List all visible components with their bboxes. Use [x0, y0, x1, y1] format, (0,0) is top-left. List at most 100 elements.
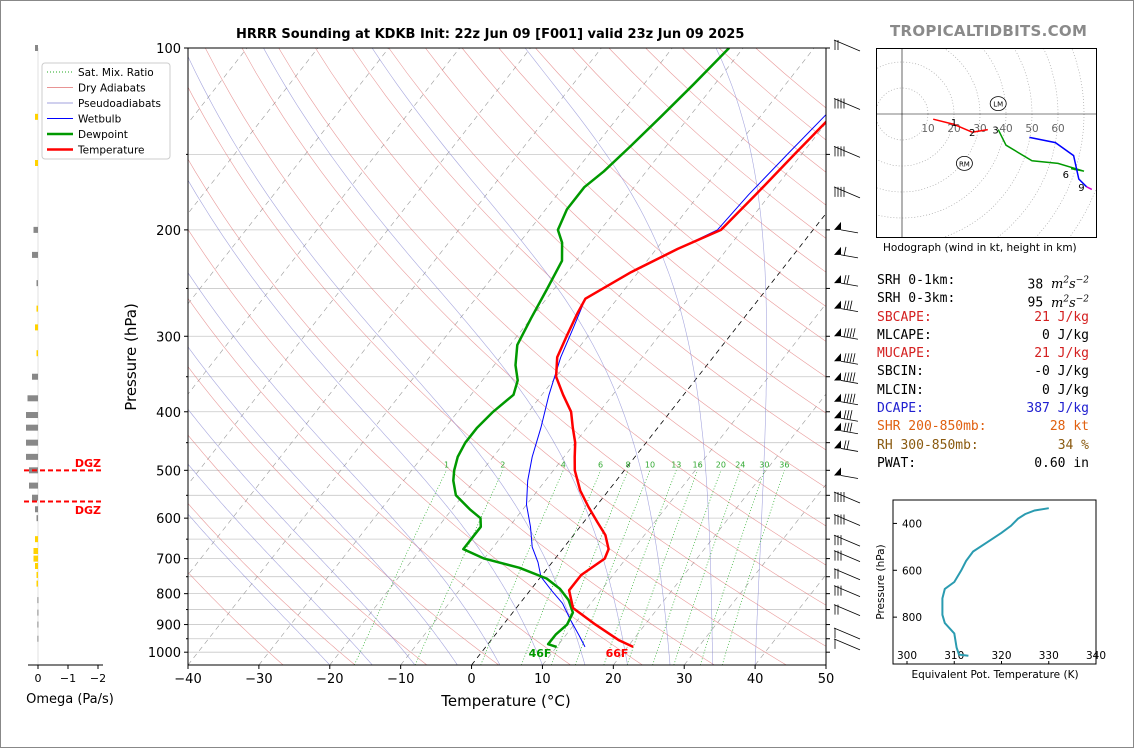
stat-value: 21 J/kg: [1034, 346, 1089, 362]
y-tick-label: 800: [156, 588, 181, 603]
stat-value: 387 J/kg: [1026, 401, 1089, 417]
omega-bar: [26, 453, 38, 460]
wind-barb-shaft: [833, 638, 861, 651]
omega-bar: [36, 571, 38, 578]
omega-bar: [35, 506, 38, 513]
wind-barb-pennant: [834, 328, 841, 337]
hodograph-ring: [939, 48, 1033, 238]
omega-bar: [37, 635, 39, 642]
omega-bar: [35, 113, 38, 120]
skewt-y-axis-label: Pressure (hPa): [122, 303, 140, 411]
wind-barb-feather: [843, 393, 847, 403]
wind-barb-shaft: [840, 401, 859, 406]
sounding-stats-panel: SRH 0-1km: 38 m2s−2 SRH 0-3km: 95 m2s−2 SBCA…: [877, 272, 1089, 473]
stat-value: 0.60 in: [1034, 455, 1089, 471]
wind-barb-pennant: [834, 393, 841, 402]
x-tick-label: 40: [747, 672, 764, 687]
pseudoadiabat-line: [188, 179, 543, 665]
legend-label-dry-adiabats: Dry Adiabats: [78, 83, 146, 95]
omega-bar: [36, 280, 38, 287]
x-tick-label: −30: [245, 672, 272, 687]
hodograph-marker-label: RM: [959, 160, 970, 168]
x-tick-label: −40: [174, 672, 201, 687]
omega-bar: [26, 439, 38, 446]
wind-barb-feather: [843, 353, 847, 363]
stat-row: MLCAPE: 0 J/kg: [877, 327, 1089, 345]
skewt-plot-frame: [187, 47, 827, 666]
x-tick-label: −10: [387, 672, 414, 687]
omega-tick-label: 0: [35, 672, 42, 685]
mixing-ratio-label: 20: [716, 460, 726, 469]
wind-barb-feather: [843, 422, 847, 432]
stat-label: SHR 200-850mb:: [877, 419, 987, 435]
wind-barb-shaft: [840, 254, 859, 259]
hodograph-ring: [876, 48, 1097, 238]
legend-label-temperature: Temperature: [77, 145, 145, 157]
stat-value: 95 m2s−2: [1027, 294, 1090, 311]
stat-value: 38 m2s−2: [1027, 276, 1090, 293]
wind-barb-shaft: [840, 448, 859, 452]
wind-barb-feather: [849, 422, 853, 432]
stat-row: SBCIN: -0 J/kg: [877, 363, 1089, 381]
stat-value: 0 J/kg: [1042, 382, 1089, 398]
omega-bar: [33, 226, 38, 233]
stat-row: DCAPE: 387 J/kg: [877, 400, 1089, 418]
wind-barb-feather: [843, 300, 847, 310]
wind-barb-feather: [852, 372, 856, 382]
wind-barb-shaft: [840, 308, 859, 313]
wind-barb-feather: [852, 328, 856, 338]
hodograph-height-label: 2: [969, 128, 975, 139]
hodograph-ring-label: 60: [1051, 123, 1064, 135]
omega-bar: [37, 597, 39, 604]
omega-bar: [35, 536, 38, 543]
wind-barb-feather: [849, 372, 853, 382]
wind-barb-feather: [849, 300, 853, 310]
y-tick-label: 600: [156, 512, 181, 527]
wind-barb-feather: [846, 440, 850, 450]
dry-adiabat-line: [188, 297, 571, 665]
wind-barb-feather: [843, 440, 847, 450]
pseudoadiabat-line: [188, 346, 458, 665]
y-tick-label: 700: [156, 553, 181, 568]
mixing-ratio-label: 6: [598, 460, 603, 469]
x-tick-label: 10: [534, 672, 551, 687]
omega-bar: [26, 424, 38, 431]
omega-tick-label: −1: [60, 672, 76, 685]
wind-barb-feather: [849, 353, 853, 363]
wind-barb-pennant: [834, 467, 841, 476]
dry-adiabat-line: [425, 48, 826, 414]
dry-adiabat-line: [278, 48, 826, 566]
isotherm-line: [613, 393, 826, 665]
hodograph-height-label: 1: [951, 118, 957, 129]
y-tick-label: 900: [156, 619, 181, 634]
stat-value: 28 kt: [1049, 419, 1089, 435]
stat-label: SBCAPE:: [877, 309, 932, 325]
stat-label: DCAPE:: [877, 401, 924, 417]
hodograph-frame: [876, 48, 1097, 238]
wind-barb-pennant: [834, 440, 841, 449]
hodograph-trace-segment: [972, 128, 988, 133]
omega-bar: [32, 494, 38, 501]
mixing-ratio-label: 24: [735, 460, 745, 469]
stat-row: RH 300-850mb: 34 %: [877, 437, 1089, 455]
wind-barb-pennant: [834, 300, 841, 309]
wind-barb-shaft: [840, 475, 859, 479]
mixing-ratio-line: [521, 470, 601, 665]
isotherm-line: [258, 48, 744, 665]
omega-tick-label: −2: [90, 672, 106, 685]
hodograph-height-label: 3: [992, 126, 998, 137]
hodograph-trace-segment: [933, 118, 973, 133]
wind-barb-feather: [849, 410, 853, 420]
mixing-ratio-line: [626, 470, 698, 665]
stat-value: -0 J/kg: [1034, 364, 1089, 380]
wind-barb-feather: [846, 410, 850, 420]
y-tick-label: 500: [156, 464, 181, 479]
mixing-ratio-label: 30: [759, 460, 769, 469]
stat-row: MUCAPE: 21 J/kg: [877, 345, 1089, 363]
stat-label: RH 300-850mb:: [877, 437, 979, 453]
wind-barb-pennant: [834, 410, 841, 419]
y-tick-label: 1000: [148, 646, 181, 661]
mixing-ratio-label: 4: [561, 460, 566, 469]
omega-bar: [36, 305, 38, 312]
omega-bar: [33, 555, 38, 562]
